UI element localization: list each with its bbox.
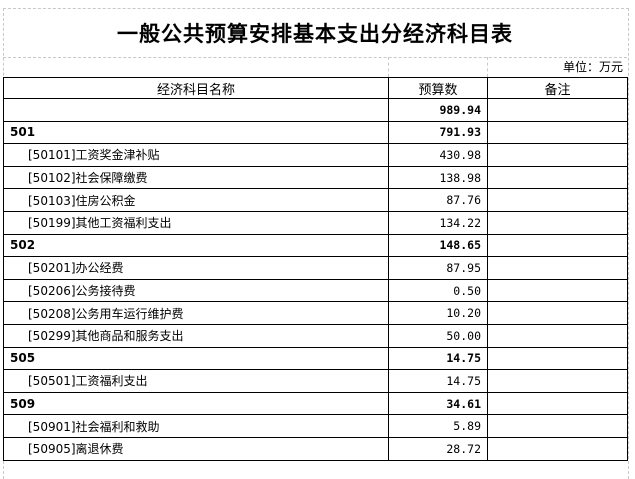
table-row: [50905]离退休费 28.72 (3, 436, 628, 461)
row-name: [50208]公务用车运行维护费 (3, 301, 389, 325)
table-row: [50102]社会保障缴费 138.98 (3, 165, 628, 190)
row-note (487, 120, 628, 145)
row-note (487, 233, 628, 258)
page-title: 一般公共预算安排基本支出分经济科目表 (117, 21, 513, 46)
table-row: 989.94 (3, 98, 628, 122)
row-name: [50102]社会保障缴费 (3, 165, 389, 190)
row-value: 134.22 (388, 210, 488, 235)
row-value: 10.20 (388, 301, 488, 325)
row-note (487, 188, 628, 212)
gridline (3, 57, 627, 58)
table-row: [50901]社会福利和救助 5.89 (3, 414, 628, 438)
row-note (487, 210, 628, 235)
row-value: 791.93 (388, 120, 488, 145)
row-note (487, 391, 628, 416)
row-note (487, 323, 628, 348)
table-row: [50201]办公经费 87.95 (3, 256, 628, 280)
row-value: 430.98 (388, 143, 488, 167)
row-note (487, 143, 628, 167)
table-header-row: 经济科目名称 预算数 备注 (3, 77, 628, 99)
row-note (487, 436, 628, 461)
header-value: 预算数 (388, 77, 488, 99)
table-row: [50299]其他商品和服务支出 50.00 (3, 323, 628, 348)
row-note (487, 369, 628, 393)
row-value: 138.98 (388, 165, 488, 190)
unit-label: 单位：万元 (562, 60, 623, 74)
row-name: [50201]办公经费 (3, 256, 389, 280)
row-name: 501 (3, 120, 389, 145)
row-name: [50101]工资奖金津补贴 (3, 143, 389, 167)
row-note (487, 256, 628, 280)
table-row: [50101]工资奖金津补贴 430.98 (3, 143, 628, 167)
row-name: [50103]住房公积金 (3, 188, 389, 212)
row-value: 87.76 (388, 188, 488, 212)
gridline (487, 57, 488, 77)
row-name: 505 (3, 346, 389, 371)
table-row: 501 791.93 (3, 120, 628, 145)
table-row: 502 148.65 (3, 233, 628, 258)
table-row: [50199]其他工资福利支出 134.22 (3, 210, 628, 235)
table-row: [50501]工资福利支出 14.75 (3, 369, 628, 393)
row-value: 34.61 (388, 391, 488, 416)
row-note (487, 98, 628, 122)
row-value: 14.75 (388, 346, 488, 371)
row-note (487, 165, 628, 190)
gridline (388, 57, 389, 77)
row-name: [50299]其他商品和服务支出 (3, 323, 389, 348)
row-name: 502 (3, 233, 389, 258)
budget-table: 经济科目名称 预算数 备注 989.94 501 791.93 [50101]工资奖金… (3, 77, 628, 461)
row-value: 5.89 (388, 414, 488, 438)
row-note (487, 346, 628, 371)
row-name: [50206]公务接待费 (3, 278, 389, 303)
row-name: [50199]其他工资福利支出 (3, 210, 389, 235)
row-value: 50.00 (388, 323, 488, 348)
row-value: 28.72 (388, 436, 488, 461)
row-value: 14.75 (388, 369, 488, 393)
row-value: 148.65 (388, 233, 488, 258)
row-note (487, 301, 628, 325)
row-name: 509 (3, 391, 389, 416)
table-row: [50208]公务用车运行维护费 10.20 (3, 301, 628, 325)
header-note: 备注 (487, 77, 628, 99)
row-value: 989.94 (388, 98, 488, 122)
table-row: [50103]住房公积金 87.76 (3, 188, 628, 212)
row-name: [50901]社会福利和救助 (3, 414, 389, 438)
row-value: 87.95 (388, 256, 488, 280)
row-value: 0.50 (388, 278, 488, 303)
table-row: 509 34.61 (3, 391, 628, 416)
row-name: [50501]工资福利支出 (3, 369, 389, 393)
header-name: 经济科目名称 (3, 77, 389, 99)
table-row: [50206]公务接待费 0.50 (3, 278, 628, 303)
row-note (487, 278, 628, 303)
row-name: [50905]离退休费 (3, 436, 389, 461)
table-row: 505 14.75 (3, 346, 628, 371)
row-name (3, 98, 389, 122)
row-note (487, 414, 628, 438)
